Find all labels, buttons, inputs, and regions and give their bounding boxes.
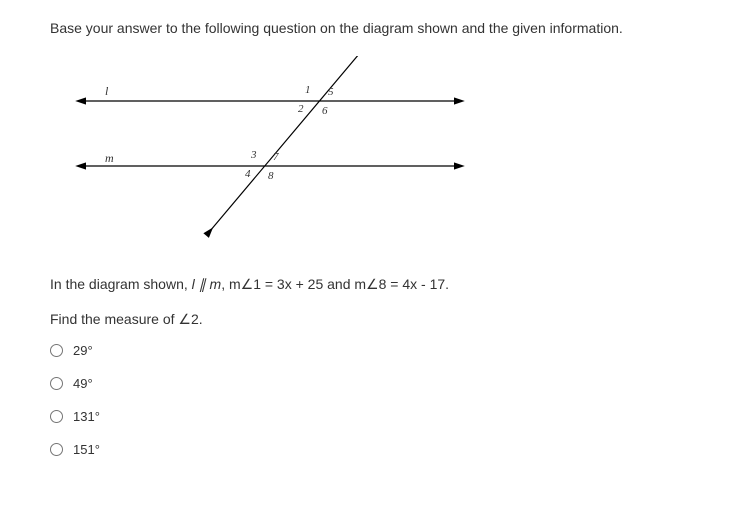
label-line-l: l (105, 84, 108, 99)
option-label-2: 49° (73, 376, 93, 391)
option-label-4: 151° (73, 442, 100, 457)
option-label-3: 131° (73, 409, 100, 424)
option-radio-4[interactable] (50, 443, 63, 456)
option-label-1: 29° (73, 343, 93, 358)
label-line-m: m (105, 151, 114, 166)
angle-6: 6 (322, 105, 328, 117)
given-prefix: In the diagram shown, (50, 276, 192, 292)
given-parallel: l ∥ m (192, 276, 222, 292)
angle-5: 5 (328, 86, 334, 98)
diagram: l m 1 5 2 6 3 7 4 8 (70, 56, 470, 256)
option-row: 131° (50, 409, 747, 424)
angle-3: 3 (251, 149, 257, 161)
option-row: 49° (50, 376, 747, 391)
option-row: 151° (50, 442, 747, 457)
option-row: 29° (50, 343, 747, 358)
angle-7: 7 (273, 151, 279, 163)
angle-4: 4 (245, 168, 251, 180)
transversal (210, 56, 370, 231)
find-text: Find the measure of ∠2. (50, 311, 747, 328)
given-equations: , m∠1 = 3x + 25 and m∠8 = 4x - 17. (221, 276, 449, 292)
diagram-svg (70, 56, 470, 256)
angle-8: 8 (268, 170, 274, 182)
option-radio-2[interactable] (50, 377, 63, 390)
option-radio-1[interactable] (50, 344, 63, 357)
question-intro: Base your answer to the following questi… (50, 20, 747, 36)
given-info: In the diagram shown, l ∥ m, m∠1 = 3x + … (50, 276, 747, 293)
angle-2: 2 (298, 103, 304, 115)
option-radio-3[interactable] (50, 410, 63, 423)
angle-1: 1 (305, 84, 311, 96)
